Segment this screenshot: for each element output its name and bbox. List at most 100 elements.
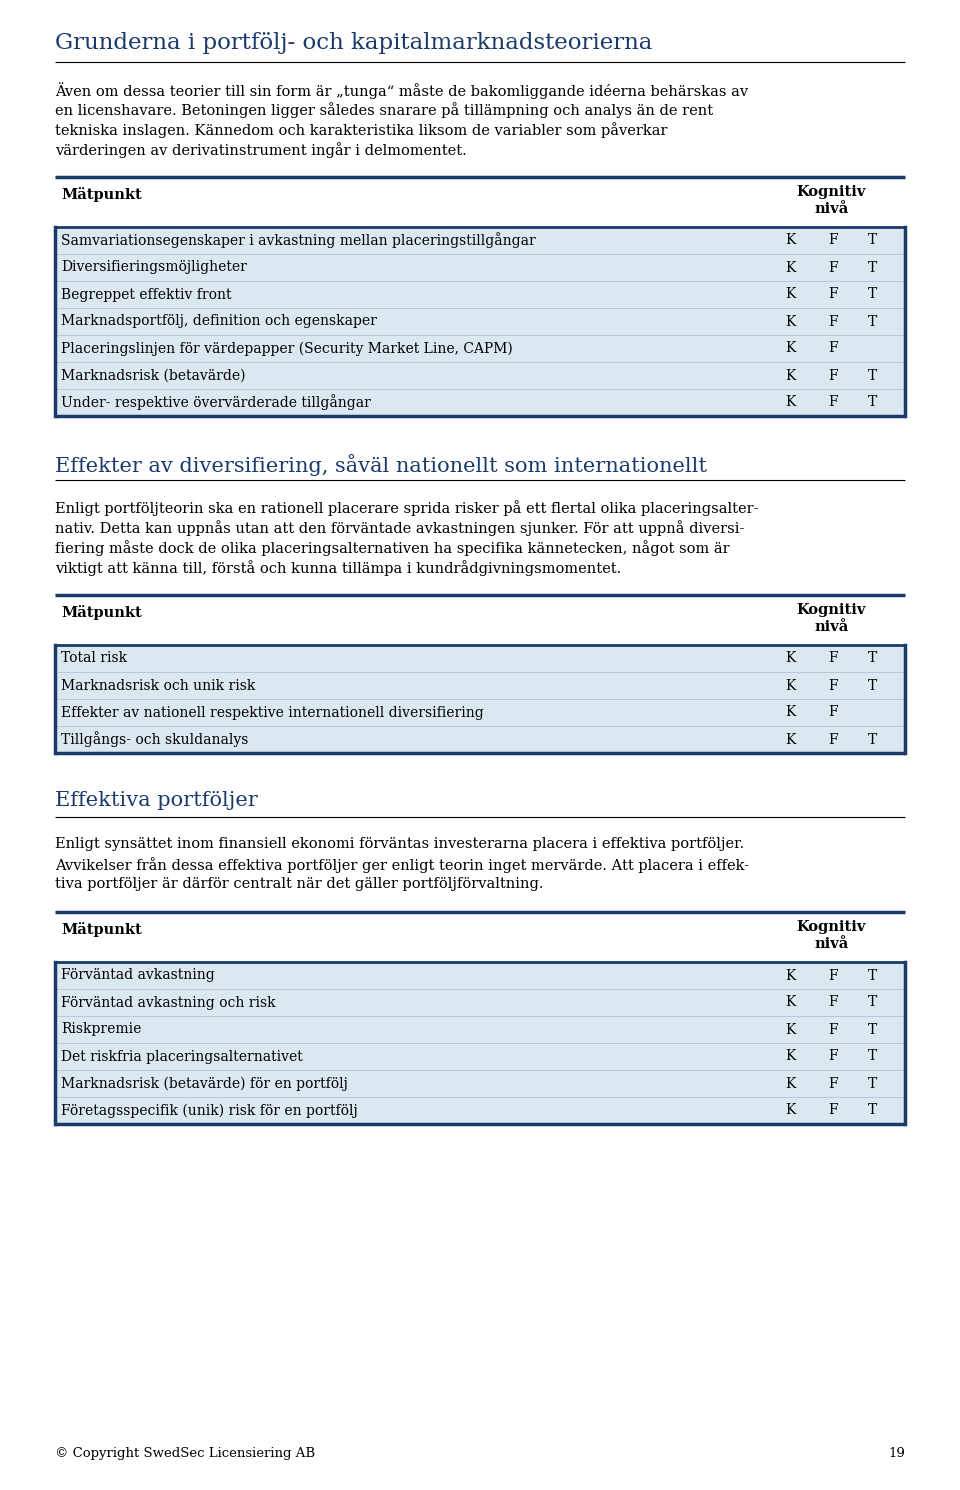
Text: T: T bbox=[869, 234, 877, 247]
Bar bbox=[55, 253, 905, 282]
Bar bbox=[55, 672, 905, 699]
Bar bbox=[55, 226, 905, 253]
Text: F: F bbox=[828, 733, 838, 746]
Text: Effektiva portföljer: Effektiva portföljer bbox=[55, 791, 257, 811]
Bar bbox=[55, 362, 905, 389]
Text: viktigt att känna till, förstå och kunna tillämpa i kundrådgivningsmomentet.: viktigt att känna till, förstå och kunna… bbox=[55, 560, 621, 575]
Text: T: T bbox=[869, 395, 877, 410]
Bar bbox=[55, 645, 905, 672]
Text: K: K bbox=[785, 968, 795, 982]
Text: Samvariationsegenskaper i avkastning mellan placeringstillgångar: Samvariationsegenskaper i avkastning mel… bbox=[61, 232, 536, 249]
Text: F: F bbox=[828, 678, 838, 693]
Text: T: T bbox=[869, 968, 877, 982]
Bar bbox=[55, 1016, 905, 1043]
Text: Mätpunkt: Mätpunkt bbox=[61, 188, 142, 203]
Text: F: F bbox=[828, 288, 838, 301]
Bar bbox=[55, 389, 905, 416]
Bar bbox=[55, 1097, 905, 1123]
Text: K: K bbox=[785, 314, 795, 328]
Text: T: T bbox=[869, 1076, 877, 1091]
Text: Total risk: Total risk bbox=[61, 651, 127, 666]
Text: Mätpunkt: Mätpunkt bbox=[61, 605, 142, 620]
Text: K: K bbox=[785, 1049, 795, 1064]
Text: T: T bbox=[869, 1049, 877, 1064]
Text: Diversifieringsmöjligheter: Diversifieringsmöjligheter bbox=[61, 261, 247, 274]
Text: Grunderna i portfölj- och kapitalmarknadsteorierna: Grunderna i portfölj- och kapitalmarknad… bbox=[55, 31, 653, 54]
Text: värderingen av derivatinstrument ingår i delmomentet.: värderingen av derivatinstrument ingår i… bbox=[55, 142, 467, 158]
Text: T: T bbox=[869, 1022, 877, 1037]
Text: Effekter av nationell respektive internationell diversifiering: Effekter av nationell respektive interna… bbox=[61, 705, 484, 720]
Text: F: F bbox=[828, 1022, 838, 1037]
Text: T: T bbox=[869, 678, 877, 693]
Text: K: K bbox=[785, 651, 795, 666]
Text: © Copyright SwedSec Licensiering AB: © Copyright SwedSec Licensiering AB bbox=[55, 1447, 315, 1460]
Text: F: F bbox=[828, 234, 838, 247]
Bar bbox=[55, 989, 905, 1016]
Text: K: K bbox=[785, 678, 795, 693]
Bar bbox=[55, 308, 905, 335]
Text: en licenshavare. Betoningen ligger således snarare på tillämpning och analys än : en licenshavare. Betoningen ligger såled… bbox=[55, 101, 713, 118]
Text: K: K bbox=[785, 1022, 795, 1037]
Text: Kognitiv
nivå: Kognitiv nivå bbox=[797, 185, 866, 216]
Text: K: K bbox=[785, 1104, 795, 1118]
Text: Företagsspecifik (unik) risk för en portfölj: Företagsspecifik (unik) risk för en port… bbox=[61, 1103, 358, 1118]
Text: F: F bbox=[828, 368, 838, 383]
Text: Begreppet effektiv front: Begreppet effektiv front bbox=[61, 288, 231, 301]
Text: Enligt portföljteorin ska en rationell placerare sprida risker på ett flertal ol: Enligt portföljteorin ska en rationell p… bbox=[55, 501, 758, 516]
Text: Marknadsportfölj, definition och egenskaper: Marknadsportfölj, definition och egenska… bbox=[61, 314, 377, 328]
Bar bbox=[55, 912, 905, 963]
Bar bbox=[55, 699, 905, 726]
Text: T: T bbox=[869, 368, 877, 383]
Text: Förväntad avkastning och risk: Förväntad avkastning och risk bbox=[61, 995, 276, 1010]
Text: K: K bbox=[785, 234, 795, 247]
Text: F: F bbox=[828, 395, 838, 410]
Text: Tillgångs- och skuldanalys: Tillgångs- och skuldanalys bbox=[61, 732, 249, 748]
Text: Även om dessa teorier till sin form är „tunga“ måste de bakomliggande idéerna be: Även om dessa teorier till sin form är „… bbox=[55, 82, 748, 98]
Text: F: F bbox=[828, 1104, 838, 1118]
Text: F: F bbox=[828, 314, 838, 328]
Text: Kognitiv
nivå: Kognitiv nivå bbox=[797, 603, 866, 635]
Bar bbox=[55, 963, 905, 989]
Text: K: K bbox=[785, 368, 795, 383]
Text: Effekter av diversifiering, såväl nationellt som internationellt: Effekter av diversifiering, såväl nation… bbox=[55, 454, 707, 475]
Text: T: T bbox=[869, 314, 877, 328]
Text: Det riskfria placeringsalternativet: Det riskfria placeringsalternativet bbox=[61, 1049, 302, 1064]
Text: fiering måste dock de olika placeringsalternativen ha specifika kännetecken, någ: fiering måste dock de olika placeringsal… bbox=[55, 539, 730, 556]
Bar bbox=[55, 1043, 905, 1070]
Text: K: K bbox=[785, 261, 795, 274]
Text: T: T bbox=[869, 651, 877, 666]
Text: Mätpunkt: Mätpunkt bbox=[61, 922, 142, 937]
Bar bbox=[55, 726, 905, 752]
Text: F: F bbox=[828, 705, 838, 720]
Text: K: K bbox=[785, 341, 795, 356]
Text: 19: 19 bbox=[888, 1447, 905, 1460]
Text: Marknadsrisk (betavärde): Marknadsrisk (betavärde) bbox=[61, 368, 246, 383]
Text: Marknadsrisk och unik risk: Marknadsrisk och unik risk bbox=[61, 678, 255, 693]
Text: Placeringslinjen för värdepapper (Security Market Line, CAPM): Placeringslinjen för värdepapper (Securi… bbox=[61, 341, 513, 356]
Text: Marknadsrisk (betavärde) för en portfölj: Marknadsrisk (betavärde) för en portfölj bbox=[61, 1076, 348, 1091]
Text: F: F bbox=[828, 968, 838, 982]
Text: nativ. Detta kan uppnås utan att den förväntade avkastningen sjunker. För att up: nativ. Detta kan uppnås utan att den för… bbox=[55, 520, 744, 536]
Text: F: F bbox=[828, 261, 838, 274]
Text: tekniska inslagen. Kännedom och karakteristika liksom de variabler som påverkar: tekniska inslagen. Kännedom och karakter… bbox=[55, 122, 667, 139]
Text: Förväntad avkastning: Förväntad avkastning bbox=[61, 968, 215, 982]
Text: F: F bbox=[828, 1076, 838, 1091]
Bar bbox=[55, 282, 905, 308]
Text: Avvikelser från dessa effektiva portföljer ger enligt teorin inget mervärde. Att: Avvikelser från dessa effektiva portfölj… bbox=[55, 857, 749, 873]
Bar bbox=[55, 595, 905, 645]
Text: T: T bbox=[869, 995, 877, 1010]
Bar bbox=[55, 335, 905, 362]
Text: Under- respektive övervärderade tillgångar: Under- respektive övervärderade tillgång… bbox=[61, 395, 371, 410]
Text: Kognitiv
nivå: Kognitiv nivå bbox=[797, 919, 866, 951]
Text: K: K bbox=[785, 395, 795, 410]
Text: F: F bbox=[828, 651, 838, 666]
Text: K: K bbox=[785, 705, 795, 720]
Text: K: K bbox=[785, 1076, 795, 1091]
Text: Enligt synsättet inom finansiell ekonomi förväntas investerarna placera i effekt: Enligt synsättet inom finansiell ekonomi… bbox=[55, 837, 744, 851]
Text: T: T bbox=[869, 261, 877, 274]
Text: T: T bbox=[869, 1104, 877, 1118]
Text: Riskpremie: Riskpremie bbox=[61, 1022, 141, 1037]
Bar bbox=[55, 1070, 905, 1097]
Text: K: K bbox=[785, 733, 795, 746]
Text: K: K bbox=[785, 288, 795, 301]
